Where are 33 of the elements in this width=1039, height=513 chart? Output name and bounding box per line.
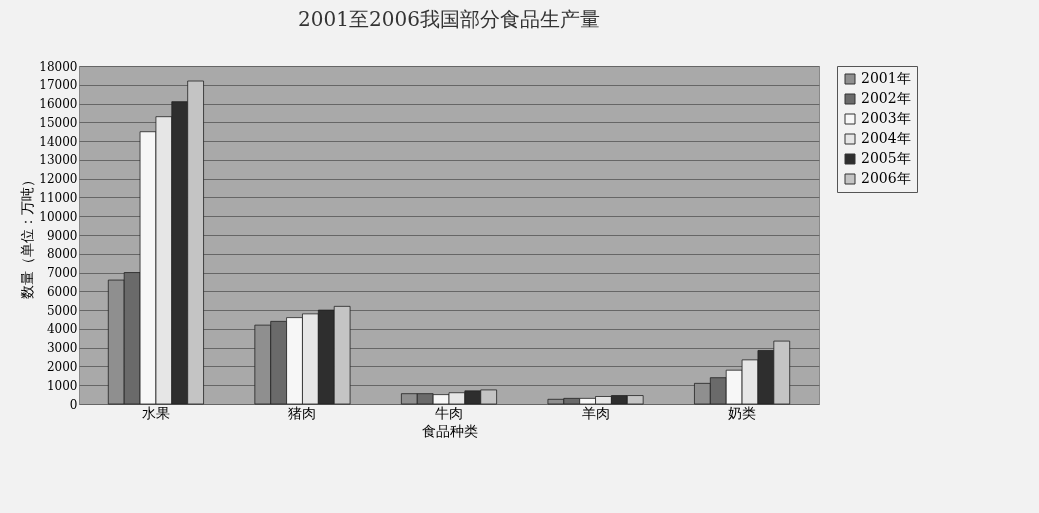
y-tick-label: 13000 — [39, 153, 78, 168]
legend-label: 2003年 — [861, 110, 911, 126]
legend-label: 2002年 — [861, 90, 911, 106]
x-tick-label: 猪肉 — [288, 404, 317, 421]
legend-label: 2001年 — [861, 70, 911, 86]
legend-label: 2004年 — [861, 130, 911, 146]
y-tick-label: 5000 — [46, 303, 78, 318]
y-tick-label: 12000 — [39, 172, 78, 187]
y-tick-label: 16000 — [39, 97, 78, 112]
legend-label: 2005年 — [861, 150, 911, 166]
x-tick-label: 奶类 — [728, 404, 757, 421]
y-axis-title: 数量（单位：万吨） — [19, 172, 36, 299]
y-tick-label: 15000 — [39, 115, 78, 130]
y-tick-label: 18000 — [39, 59, 78, 74]
y-tick-label: 1000 — [46, 378, 78, 393]
y-tick-label: 7000 — [46, 266, 78, 281]
y-tick-label: 3000 — [46, 341, 78, 356]
y-tick-label: 2000 — [46, 359, 78, 374]
y-tick-label: 11000 — [39, 190, 78, 205]
x-axis-title: 食品种类 — [421, 422, 478, 439]
y-tick-label: 17000 — [39, 78, 78, 93]
y-tick-label: 14000 — [39, 134, 78, 149]
y-tick-label: 9000 — [46, 228, 78, 243]
x-tick-label: 牛肉 — [435, 404, 463, 421]
x-tick-label: 水果 — [141, 404, 170, 421]
y-tick-label: 0 — [69, 397, 78, 412]
y-tick-label: 8000 — [46, 247, 78, 262]
chart-title: 2001至2006我国部分食品生产量 — [298, 7, 600, 31]
x-tick-label: 羊肉 — [581, 404, 610, 421]
y-tick-label: 6000 — [46, 284, 78, 299]
legend-label: 2006年 — [861, 170, 911, 186]
y-tick-label: 10000 — [39, 209, 78, 224]
y-tick-label: 4000 — [46, 322, 78, 337]
